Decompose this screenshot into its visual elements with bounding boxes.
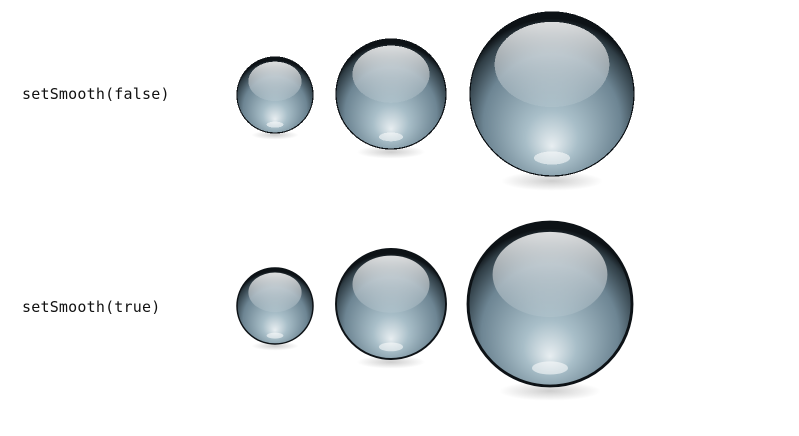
row-label-smooth-false: setSmooth(false) [22,85,170,103]
sphere-shadow [501,171,603,191]
sphere-glint [378,132,404,142]
glass-sphere-large-smooth [466,220,634,401]
sphere-shadow [356,355,426,369]
sphere-glint [533,151,571,165]
sphere-glint [266,121,284,128]
glass-sphere-medium-jagged [335,38,447,159]
sphere-gloss [248,272,302,313]
sphere-shadow [356,145,426,159]
sphere-glint [266,332,284,339]
sphere-gloss [352,45,430,103]
sphere-gloss [492,231,608,318]
sphere-gloss [352,255,430,313]
glass-sphere-small-smooth [236,267,314,351]
sphere-shadow [499,381,601,401]
glass-sphere-large-jagged [469,11,635,191]
sphere-gloss [494,21,610,108]
sphere-shadow [251,341,299,351]
sphere-glint [378,342,404,352]
row-label-smooth-true: setSmooth(true) [22,298,161,316]
glass-sphere-medium-smooth [335,248,447,369]
sphere-shadow [251,130,299,140]
sphere-glint [531,361,569,375]
glass-sphere-small-jagged [236,56,314,140]
sphere-gloss [248,61,302,102]
